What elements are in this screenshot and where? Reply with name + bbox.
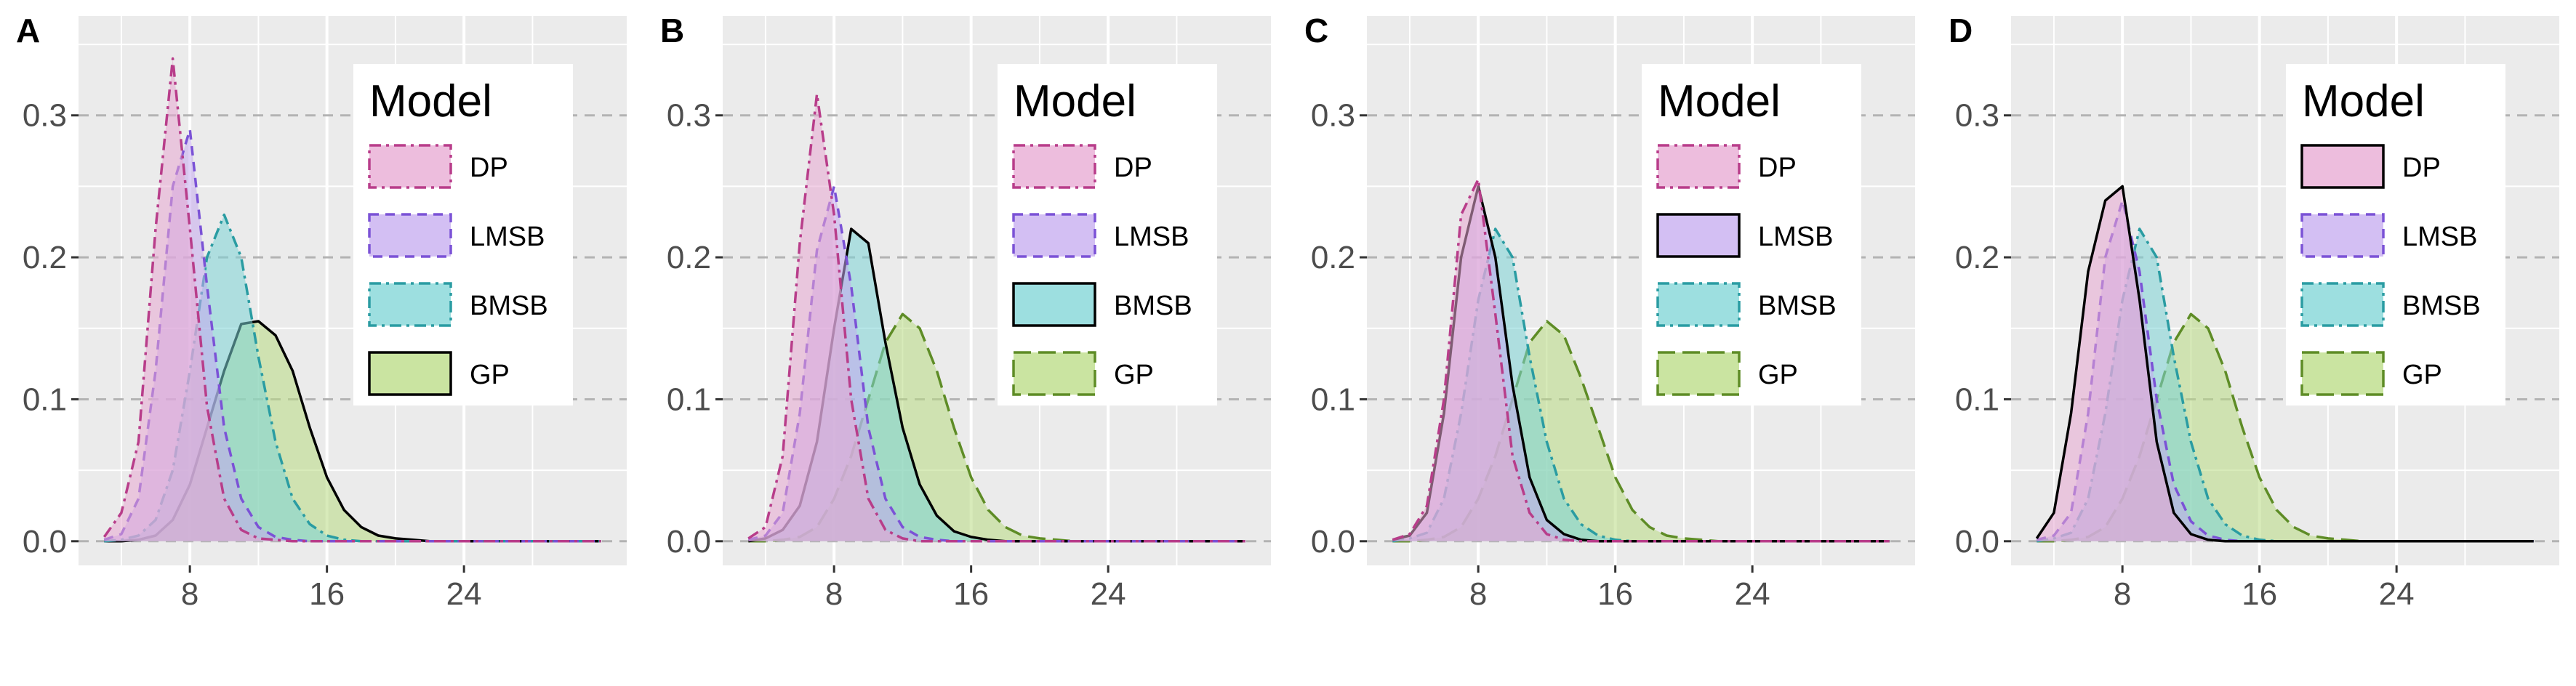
legend-key-gp (368, 351, 452, 396)
legend-key-lmsb (2300, 213, 2385, 258)
legend-label-gp: GP (2402, 360, 2442, 390)
y-tick-label: 0.1 (667, 382, 711, 417)
legend-label-lmsb: LMSB (1758, 222, 1833, 252)
panel-d: 0.0 0.1 0.2 0.3 8 16 24 D Model DP LMSB BMSB GP (1949, 12, 2559, 612)
y-tick-label: 0.3 (667, 98, 711, 134)
y-tick-label: 0.1 (23, 382, 67, 417)
y-tick-label: 0.0 (1955, 524, 1999, 560)
legend-key-bmsb (1012, 282, 1096, 327)
x-tick-label: 24 (1091, 576, 1126, 612)
x-tick-label: 8 (1469, 576, 1487, 612)
density-area-dp (2037, 186, 2534, 541)
x-tick-label: 8 (2114, 576, 2131, 612)
panel-letter: D (1949, 12, 1973, 49)
density-line-dp (2035, 185, 2534, 543)
legend-label-lmsb: LMSB (2402, 222, 2477, 252)
legend-key-dp (368, 144, 452, 189)
x-tick-label: 8 (825, 576, 843, 612)
legend-key-bmsb (368, 282, 452, 327)
x-tick-label: 24 (446, 576, 482, 612)
legend: Model DP LMSB BMSB GP (353, 64, 573, 405)
y-tick-label: 0.0 (667, 524, 711, 560)
legend-key-dp (1012, 144, 1096, 189)
legend-title: Model (369, 76, 492, 126)
legend-label-bmsb: BMSB (2402, 291, 2481, 321)
density-area-dp (104, 58, 601, 541)
legend-title: Model (1014, 76, 1136, 126)
y-tick-label: 0.2 (23, 240, 67, 275)
density-line-dp (103, 57, 601, 543)
legend-label-gp: GP (470, 360, 510, 390)
density-area-lmsb (748, 186, 1245, 541)
legend-label-gp: GP (1114, 360, 1154, 390)
x-tick-label: 16 (2242, 576, 2277, 612)
legend-label-dp: DP (1114, 153, 1152, 183)
legend-key-bmsb (1656, 282, 1741, 327)
legend-label-lmsb: LMSB (1114, 222, 1189, 252)
x-tick-label: 24 (1735, 576, 1770, 612)
legend-label-dp: DP (2402, 153, 2441, 183)
panel-letter: B (660, 12, 684, 49)
y-tick-label: 0.3 (23, 98, 67, 134)
legend-title: Model (2302, 76, 2425, 126)
legend-label-dp: DP (470, 153, 508, 183)
panel-a: 0.0 0.1 0.2 0.3 8 16 24 A Model DP LMSB BMSB GP (16, 12, 627, 612)
y-tick-label: 0.3 (1311, 98, 1355, 134)
legend-key-gp (1012, 351, 1096, 396)
legend-key-dp (2300, 144, 2385, 189)
legend-label-gp: GP (1758, 360, 1798, 390)
y-tick-label: 0.0 (1311, 524, 1355, 560)
legend-label-bmsb: BMSB (470, 291, 548, 321)
density-line-dp (1392, 177, 1890, 543)
legend: Model DP LMSB BMSB GP (1642, 64, 1861, 405)
density-area-dp (1392, 179, 1890, 541)
legend-title: Model (1658, 76, 1781, 126)
legend-key-lmsb (1012, 213, 1096, 258)
legend-key-lmsb (368, 213, 452, 258)
legend-key-bmsb (2300, 282, 2385, 327)
x-tick-label: 16 (309, 576, 345, 612)
y-tick-label: 0.2 (667, 240, 711, 275)
y-tick-label: 0.1 (1311, 382, 1355, 417)
legend-label-bmsb: BMSB (1758, 291, 1837, 321)
legend: Model DP LMSB BMSB GP (2286, 64, 2505, 405)
density-area-dp (748, 94, 1245, 541)
density-area-lmsb (1392, 186, 1890, 541)
y-tick-label: 0.3 (1955, 98, 1999, 134)
x-tick-label: 16 (1597, 576, 1633, 612)
legend-key-dp (1656, 144, 1741, 189)
x-tick-label: 16 (953, 576, 989, 612)
y-tick-label: 0.0 (23, 524, 67, 560)
panel-letter: A (16, 12, 40, 49)
y-tick-label: 0.1 (1955, 382, 1999, 417)
y-tick-label: 0.2 (1955, 240, 1999, 275)
legend-key-gp (1656, 351, 1741, 396)
legend: Model DP LMSB BMSB GP (998, 64, 1217, 405)
legend-label-dp: DP (1758, 153, 1797, 183)
x-tick-label: 8 (181, 576, 198, 612)
panel-b: 0.0 0.1 0.2 0.3 8 16 24 B Model DP LMSB BMSB GP (660, 12, 1271, 612)
legend-label-lmsb: LMSB (470, 222, 545, 252)
density-line-dp (747, 92, 1245, 543)
panel-letter: C (1304, 12, 1328, 49)
x-tick-label: 24 (2379, 576, 2415, 612)
legend-label-bmsb: BMSB (1114, 291, 1192, 321)
legend-key-lmsb (1656, 213, 1741, 258)
y-tick-label: 0.2 (1311, 240, 1355, 275)
panel-c: 0.0 0.1 0.2 0.3 8 16 24 C Model DP LMSB BMSB GP (1304, 12, 1915, 612)
legend-key-gp (2300, 351, 2385, 396)
